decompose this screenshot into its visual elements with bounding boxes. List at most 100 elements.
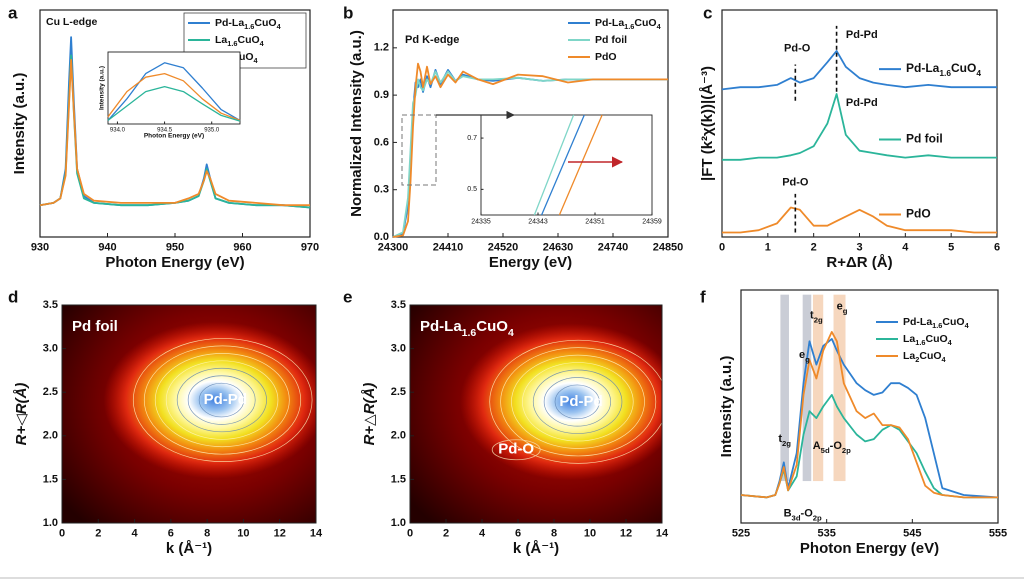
annotation: eg [837, 300, 848, 315]
peak-label: Pd-Pd [559, 393, 602, 410]
x-axis-label: Energy (eV) [489, 254, 572, 271]
series-line [722, 206, 997, 234]
y-tick-label: 2.5 [391, 386, 406, 398]
x-tick-label: 12 [274, 527, 286, 539]
panel: Pd-Pd Pd-O 0 2 4 6 8 10 12 14 1.0 1.5 2.0 2.5 3.0 3.5 Pd… [343, 287, 669, 557]
legend-label: PdO [595, 51, 617, 63]
series-line [558, 114, 603, 216]
x-tick-label: 535 [817, 527, 835, 539]
y-tick-label: 1.0 [43, 517, 58, 529]
x-tick-label: 0 [719, 241, 725, 253]
y-tick-label: 3.0 [43, 343, 58, 355]
x-tick-label: 24630 [543, 241, 574, 253]
x-axis-label: k (Å⁻¹) [166, 540, 212, 557]
panel-letter: c [703, 3, 712, 22]
series-line [722, 93, 997, 161]
contour [511, 354, 645, 449]
contour [489, 339, 662, 464]
x-tick-label: 24351 [585, 218, 605, 225]
series-line [107, 85, 241, 122]
y-tick-label: 3.0 [391, 343, 406, 355]
x-tick-label: 24335 [471, 218, 491, 225]
x-tick-label: 10 [584, 527, 596, 539]
y-tick-label: 0.7 [467, 135, 477, 142]
contour [532, 369, 623, 434]
highlight-band [780, 294, 789, 482]
y-tick-label: 2.5 [43, 386, 58, 398]
x-tick-label: 6 [994, 241, 1000, 253]
series-line [721, 50, 997, 91]
highlight-band [812, 294, 824, 482]
contour [500, 347, 657, 457]
highlight-band [833, 294, 846, 482]
x-tick-label: 555 [989, 527, 1007, 539]
intensity-peak [103, 321, 316, 479]
panel-letter: f [700, 287, 706, 306]
y-tick-label: 0.0 [374, 231, 389, 243]
y-tick-label: 0.9 [374, 89, 389, 101]
panel: 24335 24343 24351 24359 0.5 0.7 [467, 114, 662, 225]
y-axis-label: Intensity (a.u.) [718, 356, 735, 458]
legend-label: Pd-La1.6CuO4 [215, 17, 282, 32]
contour [176, 367, 267, 433]
annotation: Pd-Pd [846, 97, 878, 109]
x-tick-label: 24740 [598, 241, 629, 253]
y-tick-label: 2.0 [43, 430, 58, 442]
series-line [740, 331, 998, 499]
contour [491, 439, 541, 461]
x-tick-label: 0 [59, 527, 65, 539]
contour [187, 375, 256, 425]
legend-label: Pd-La1.6CuO4 [906, 61, 981, 78]
y-tick-label: 0.5 [467, 186, 477, 193]
panel: Pd-Pd 0 2 4 6 8 10 12 14 1.0 1.5 2.0 2.5 3.0 3.5 Pd foi… [8, 287, 323, 557]
y-tick-label: 1.5 [391, 473, 406, 485]
panels: 930 940 950 960 970 Pd-La1.6CuO4 La1.6CuO4 La2C… [8, 3, 1007, 556]
x-tick-label: 5 [948, 241, 954, 253]
annotation: A5d-O2p [813, 440, 851, 455]
x-tick-label: 12 [620, 527, 632, 539]
zoom-box [401, 114, 437, 186]
plot-frame [61, 304, 317, 524]
x-tick-label: 24343 [528, 218, 548, 225]
x-tick-label: 6 [515, 527, 521, 539]
highlight-band [802, 294, 812, 482]
contour [554, 384, 600, 420]
x-axis-label: k (Å⁻¹) [513, 540, 559, 557]
y-axis-label: R+◁R(Å) [13, 383, 30, 446]
legend-label: Pd foil [595, 34, 627, 46]
y-axis-label: Intensity (a.u.) [99, 66, 106, 110]
x-tick-label: 930 [31, 241, 49, 253]
x-tick-label: 24300 [378, 241, 409, 253]
series-line [107, 72, 241, 122]
annotation: eg [799, 349, 810, 364]
contour [165, 360, 279, 440]
y-axis-label: Intensity (a.u.) [11, 73, 28, 175]
contour [132, 338, 313, 463]
x-tick-label: 14 [656, 527, 669, 539]
legend-frame [183, 12, 307, 69]
annotation: t2g [810, 310, 823, 325]
y-tick-label: 1.5 [43, 473, 58, 485]
x-tick-label: 934.5 [157, 127, 173, 133]
plot-frame [107, 51, 241, 125]
chart-title: Cu L-edge [46, 16, 97, 28]
x-tick-label: 960 [233, 241, 251, 253]
heatmap [62, 305, 316, 523]
peak-label: Pd-Pd [204, 391, 247, 408]
series-line [541, 114, 585, 216]
plot-frame [409, 304, 663, 524]
panel: 525 535 545 555 Pd-La1.6CuO4 La1.6CuO4 La2CuO4… [700, 287, 1007, 556]
x-tick-label: 2 [811, 241, 817, 253]
y-axis-label: Normalized Intensity (a.u.) [348, 30, 365, 217]
legend-label: Pd foil [906, 132, 943, 146]
contour [143, 345, 302, 455]
panel: 0 1 2 3 4 5 6 Pd-La1.6CuO4 Pd foil PdO Pd-O Pd-Pd Pd… [699, 3, 1000, 270]
contour [522, 362, 634, 442]
x-tick-label: 4 [902, 241, 909, 253]
y-axis-label: |FT (k²χ(k))|(Å⁻³) [699, 66, 716, 181]
y-tick-label: 0.3 [374, 184, 389, 196]
x-tick-label: 525 [732, 527, 750, 539]
annotation: Pd-O [784, 42, 811, 54]
panel-letter: a [8, 3, 18, 22]
panel-letter: e [343, 287, 352, 306]
